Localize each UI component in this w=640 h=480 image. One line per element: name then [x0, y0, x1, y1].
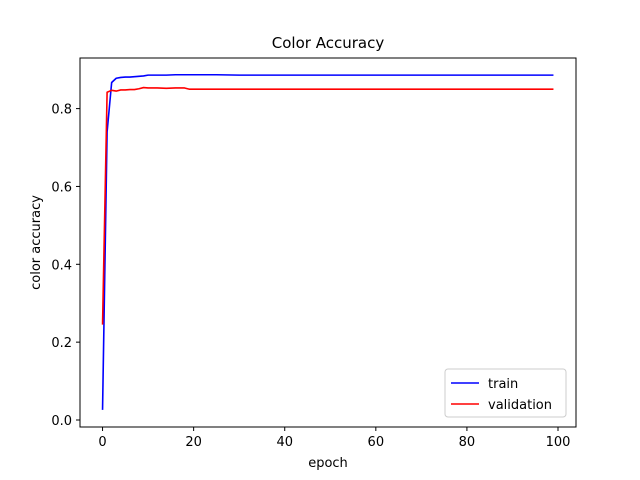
- x-axis: 0 20 40 60 80 100: [98, 427, 570, 450]
- x-tick-label: 80: [459, 435, 476, 450]
- x-tick-label: 20: [185, 435, 202, 450]
- legend-box: [444, 368, 567, 418]
- y-tick-label: 0.4: [51, 258, 72, 273]
- x-tick-label: 60: [368, 435, 385, 450]
- x-tick-label: 40: [276, 435, 293, 450]
- series-line-train: [101, 73, 554, 410]
- legend-label-train: train: [488, 377, 518, 392]
- y-axis-title: color accuracy: [29, 195, 44, 290]
- y-tick-label: 0.6: [51, 180, 72, 195]
- x-tick-label: 0: [98, 435, 106, 450]
- y-tick-label: 0.8: [51, 103, 72, 118]
- legend: train validation: [444, 368, 567, 418]
- plot-frame: [79, 57, 577, 428]
- legend-label-validation: validation: [488, 398, 552, 413]
- series-line-validation: [101, 86, 554, 325]
- series-layer: [101, 73, 554, 410]
- y-tick-label: 0.2: [51, 336, 72, 351]
- x-tick-label: 100: [546, 435, 571, 450]
- x-axis-title: epoch: [308, 456, 348, 471]
- y-axis: 0.0 0.2 0.4 0.6 0.8: [51, 103, 80, 429]
- y-tick-label: 0.0: [51, 414, 72, 429]
- chart-title: Color Accuracy: [272, 34, 385, 52]
